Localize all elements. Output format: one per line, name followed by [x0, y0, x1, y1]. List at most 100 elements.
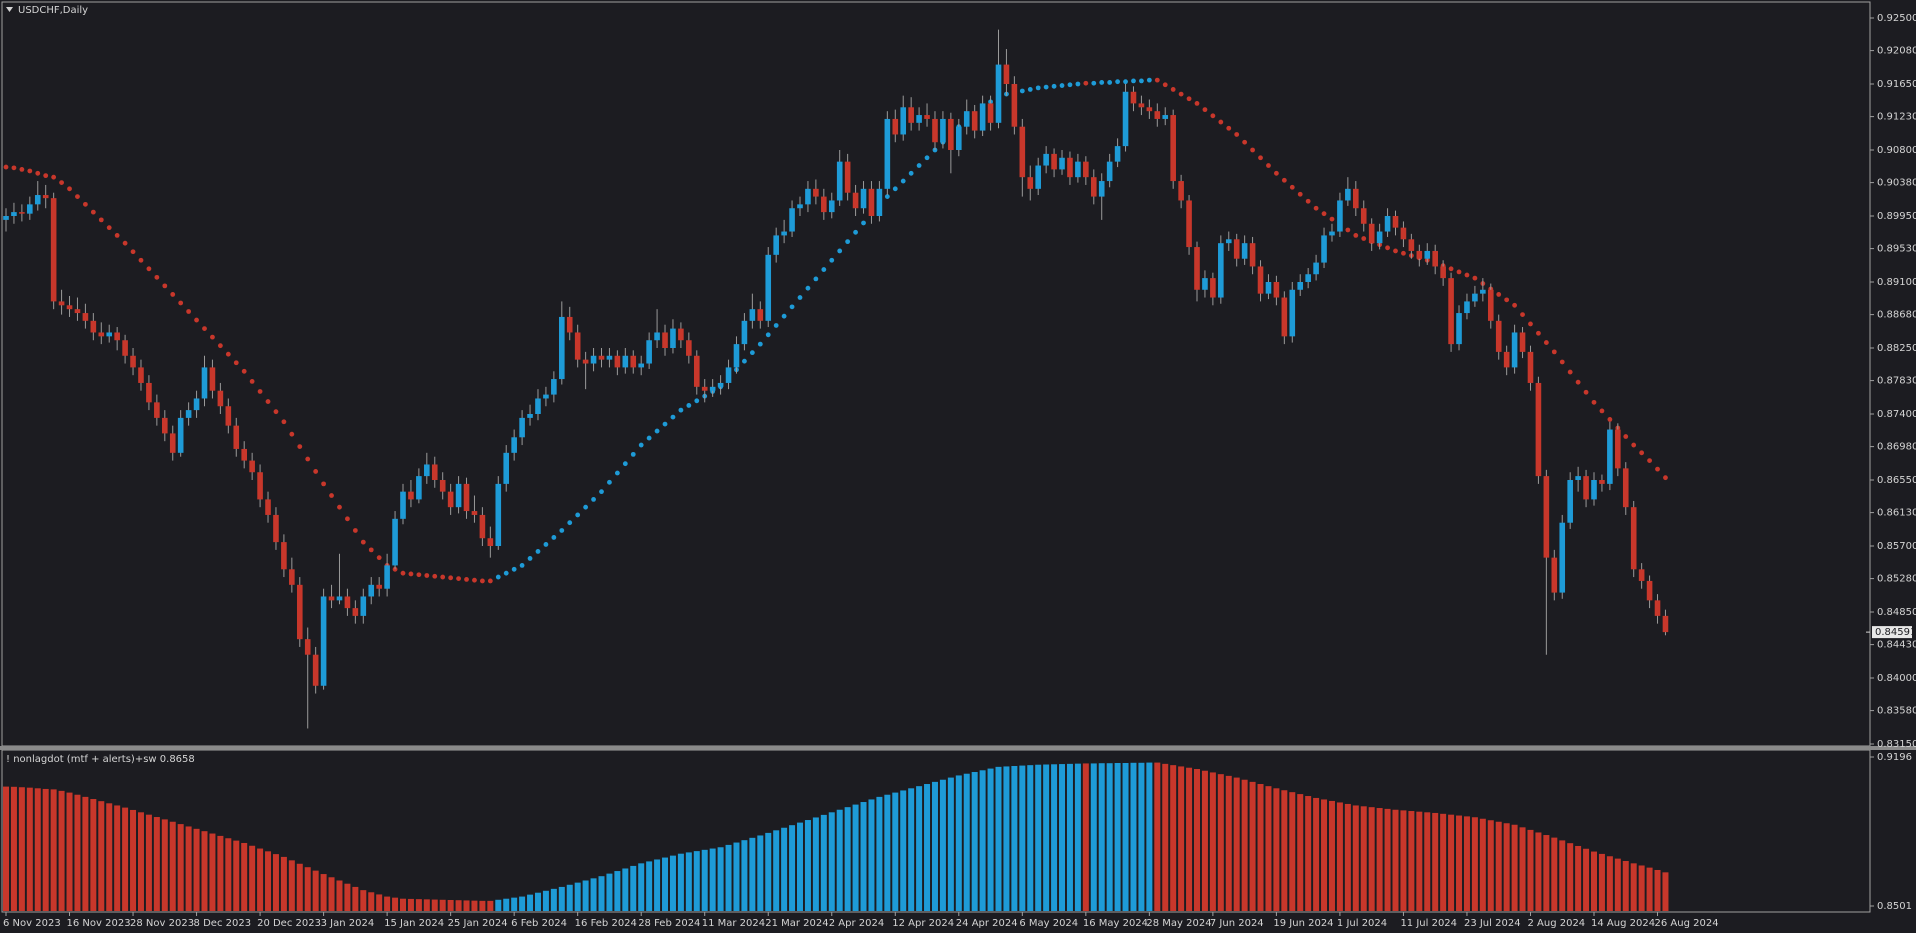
nonlag-dot — [1647, 458, 1652, 463]
nonlag-dot — [1543, 340, 1549, 345]
candle-body — [574, 332, 581, 360]
candle-body — [1384, 216, 1391, 232]
candle-body — [1114, 146, 1121, 162]
histogram-bar — [1241, 779, 1248, 911]
histogram-bar — [34, 788, 41, 911]
x-tick-label: 28 Nov 2023 — [130, 918, 194, 929]
nonlag-dot — [1162, 82, 1168, 88]
histogram-bar — [455, 900, 462, 911]
histogram-bar — [1209, 772, 1216, 911]
candle-body — [1408, 239, 1415, 251]
nonlag-dot — [170, 292, 176, 297]
histogram-bar — [1233, 777, 1240, 911]
histogram-bar — [1543, 835, 1550, 911]
candle-body — [670, 328, 676, 348]
nonlag-dot — [757, 341, 763, 347]
histogram-bar — [1154, 762, 1161, 911]
candle-body — [392, 518, 398, 566]
nonlag-dot — [1464, 272, 1470, 278]
histogram-bar — [177, 824, 184, 911]
nonlag-dot — [1623, 434, 1629, 439]
histogram-bar — [757, 835, 764, 911]
candle-body — [74, 309, 81, 314]
nonlag-dot — [19, 167, 25, 172]
x-tick-label: 25 Jan 2024 — [448, 918, 508, 929]
histogram-bar — [10, 786, 17, 911]
histogram-bar — [534, 892, 541, 911]
nonlag-dot — [845, 239, 851, 245]
nonlag-dot — [630, 451, 636, 457]
candle-body — [1273, 282, 1280, 298]
histogram-bar — [265, 851, 272, 911]
histogram-bar — [74, 794, 81, 911]
candle-body — [566, 316, 573, 333]
x-tick-label: 7 Jun 2024 — [1210, 918, 1264, 929]
candle-body — [701, 386, 708, 391]
nonlag-dot — [249, 378, 255, 384]
nonlag-dot — [1504, 297, 1510, 303]
histogram-bar — [1281, 790, 1288, 911]
candle-body — [797, 204, 803, 209]
candle-body — [995, 64, 1002, 123]
candle-body — [34, 195, 41, 205]
candle-body — [1162, 115, 1169, 119]
x-tick-label: 20 Dec 2023 — [257, 918, 321, 929]
nonlag-dot — [1027, 87, 1033, 92]
candle-body — [487, 538, 494, 546]
nonlag-dot — [511, 566, 517, 572]
histogram-bar — [582, 880, 589, 911]
candle-body — [138, 367, 144, 383]
symbol-menu-icon[interactable] — [6, 7, 13, 12]
y-tick-label: 0.90800 — [1877, 145, 1916, 156]
nonlag-dot — [1258, 155, 1263, 161]
histogram-bar — [685, 852, 692, 911]
histogram-bar — [797, 822, 803, 911]
candle-body — [805, 188, 811, 205]
histogram-bar — [542, 890, 549, 911]
candle-body — [281, 542, 287, 570]
histogram-bar — [598, 876, 605, 911]
histogram-bar — [693, 851, 700, 911]
nonlag-dot — [1083, 80, 1089, 86]
histogram-bar — [392, 897, 399, 911]
nonlag-dot — [424, 573, 430, 578]
candle-body — [1138, 103, 1145, 108]
candle-body — [916, 115, 922, 123]
candle-body — [590, 355, 597, 364]
candle-body — [1345, 188, 1351, 201]
histogram-bar — [66, 792, 73, 911]
histogram-bar — [765, 832, 772, 911]
candle-body — [344, 596, 351, 609]
candle-body — [1098, 181, 1105, 197]
nonlag-dot — [329, 493, 334, 498]
histogram-bar — [820, 814, 827, 911]
nonlag-dot — [1393, 248, 1398, 254]
panel-splitter[interactable] — [0, 746, 1916, 750]
nonlag-dot — [742, 358, 747, 364]
nonlag-dot — [1234, 132, 1240, 137]
candle-body — [1646, 580, 1653, 601]
histogram-bar — [1575, 845, 1582, 911]
histogram-bar — [701, 849, 708, 911]
candle-body — [154, 402, 160, 418]
candle-body — [90, 320, 97, 333]
histogram-bar — [1344, 803, 1351, 911]
histogram-bar — [1408, 811, 1415, 911]
candle-body — [733, 344, 740, 368]
nonlag-dot — [527, 556, 533, 561]
candle-body — [1003, 64, 1010, 84]
nonlag-dot — [281, 419, 287, 425]
histogram-bar — [1090, 763, 1097, 911]
y-tick-label: 0.88250 — [1877, 343, 1916, 354]
candle-body — [646, 340, 652, 364]
candle-body — [320, 596, 327, 686]
histogram-bar — [1400, 810, 1407, 911]
nonlag-dot — [297, 444, 303, 450]
nonlag-dot — [273, 409, 279, 415]
candle-body — [1543, 476, 1550, 558]
candle-body — [781, 231, 787, 236]
nonlag-dot — [1663, 475, 1668, 481]
nonlag-dot — [1472, 275, 1478, 281]
histogram-bar — [955, 775, 962, 911]
nonlag-dot — [1631, 442, 1637, 448]
